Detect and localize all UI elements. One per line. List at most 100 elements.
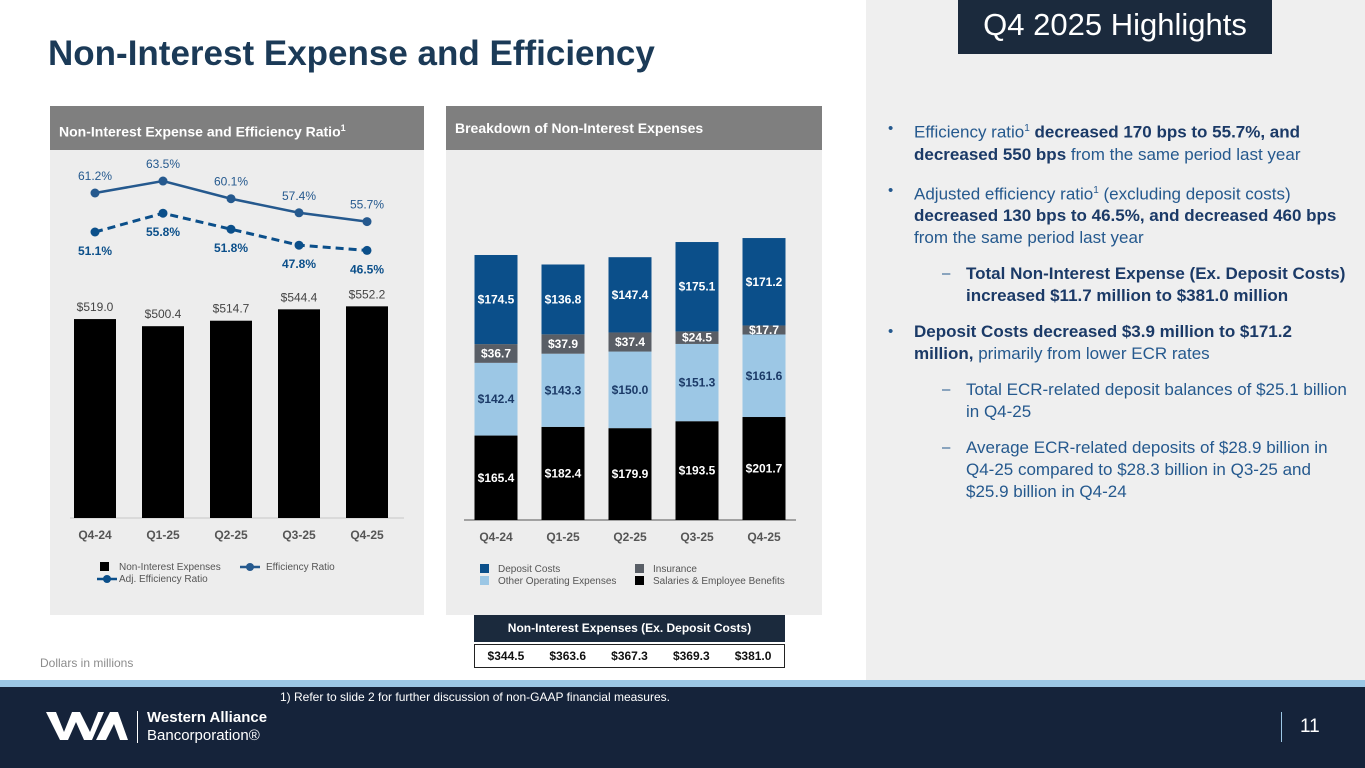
footer-bar	[0, 687, 1365, 768]
x-tick-label: Q1-25	[146, 528, 180, 542]
legend-swatch	[480, 564, 489, 573]
ex-deposit-value: $381.0	[734, 649, 772, 663]
footer-stripe	[0, 680, 1365, 687]
segment-value-label: $161.6	[746, 369, 783, 383]
legend-swatch	[635, 564, 644, 573]
highlights-title: Q4 2025 Highlights	[958, 0, 1272, 54]
ex-deposit-value: $367.3	[611, 649, 648, 663]
expense-breakdown-chart: $165.4 $142.4 $36.7 $174.5 Q4-24 $182.4 $143.3…	[464, 238, 796, 587]
sub-bullet-item: – Total Non-Interest Expense (Ex. Deposi…	[888, 263, 1350, 307]
legend-label: Insurance	[653, 564, 697, 575]
bullet-text: primarily from lower ECR rates	[973, 344, 1210, 364]
efficiency-ratio-label: 63.5%	[146, 157, 180, 171]
legend-swatch-expenses	[100, 562, 109, 571]
stacked-bar-segment	[742, 238, 786, 326]
expense-bar	[74, 319, 116, 518]
left-panel-heading-sup: 1	[340, 123, 346, 133]
legend-swatch	[480, 576, 489, 585]
efficiency-ratio-point	[362, 217, 372, 227]
expense-bar	[278, 309, 320, 518]
stacked-bar-segment	[608, 332, 652, 352]
ex-deposit-value: $344.5	[487, 649, 525, 663]
bar-value-label: $544.4	[281, 290, 318, 304]
segment-value-label: $143.3	[545, 383, 582, 397]
efficiency-ratio-label: 61.2%	[78, 169, 112, 183]
units-note: Dollars in millions	[40, 656, 134, 670]
ex-deposit-heading: Non-Interest Expenses (Ex. Deposit Costs…	[474, 615, 785, 642]
segment-value-label: $36.7	[481, 346, 511, 360]
stacked-bar-segment	[541, 426, 585, 520]
bullet-bold: decreased 130 bps to 46.5%, and decrease…	[914, 206, 1337, 226]
efficiency-ratio-label: 55.7%	[350, 198, 384, 212]
bar-value-label: $500.4	[145, 307, 182, 321]
stacked-bar-segment	[742, 325, 786, 335]
efficiency-ratio-point	[90, 188, 100, 198]
adj-efficiency-ratio-point	[226, 224, 236, 234]
bullet-text: Total ECR-related deposit balances of $2…	[966, 380, 1347, 422]
sub-bullet-item: – Average ECR-related deposits of $28.9 …	[888, 437, 1350, 503]
stacked-bar-segment	[608, 351, 652, 429]
stacked-bar-segment	[675, 421, 719, 520]
stacked-bar-segment	[742, 334, 786, 418]
stacked-bar-segment	[675, 343, 719, 422]
page-title: Non-Interest Expense and Efficiency	[48, 34, 655, 73]
stacked-bar-segment	[675, 331, 719, 344]
segment-value-label: $151.3	[679, 376, 716, 390]
stacked-bar-segment	[474, 344, 518, 363]
segment-value-label: $147.4	[612, 288, 649, 302]
bullet-text: from the same period last year	[914, 228, 1144, 248]
page-divider	[1281, 712, 1282, 742]
stacked-bar-segment	[675, 242, 719, 332]
x-tick-label: Q2-25	[613, 530, 647, 544]
adj-efficiency-ratio-label: 51.8%	[214, 241, 248, 255]
efficiency-ratio-label: 60.1%	[214, 175, 248, 189]
bullet-sup: 1	[1024, 123, 1030, 134]
sub-bullet-item: – Total ECR-related deposit balances of …	[888, 379, 1350, 423]
bullet-marker: •	[888, 323, 894, 341]
segment-value-label: $171.2	[746, 275, 783, 289]
bullet-text: from the same period last year	[1066, 144, 1301, 164]
efficiency-ratio-point	[158, 176, 168, 186]
legend-label: Salaries & Employee Benefits	[653, 576, 785, 587]
stacked-bar-segment	[474, 435, 518, 520]
footnote: 1) Refer to slide 2 for further discussi…	[280, 690, 670, 704]
adj-efficiency-ratio-label: 47.8%	[282, 257, 316, 271]
bullet-text: Average ECR-related deposits of $28.9 bi…	[966, 438, 1328, 502]
ex-deposit-values: $344.5 $363.6 $367.3 $369.3 $381.0	[474, 644, 785, 668]
brand-subname: Bancorporation®	[147, 727, 260, 744]
legend-label: Efficiency Ratio	[266, 562, 335, 573]
dash-marker: –	[942, 265, 951, 283]
legend-swatch-efficiency-dot	[246, 563, 254, 571]
bullet-marker: •	[888, 120, 894, 137]
efficiency-ratio-point	[226, 194, 236, 204]
bullet-bold: decreased 170 bps to 55.7%, and decrease…	[914, 122, 1301, 164]
mid-panel-heading: Breakdown of Non-Interest Expenses	[446, 106, 822, 150]
expense-bar	[210, 320, 252, 518]
segment-value-label: $37.4	[615, 335, 645, 349]
legend-swatch-adj-efficiency-dot	[103, 575, 111, 583]
bullet-bold: Deposit Costs decreased $3.9 million to …	[914, 322, 1292, 364]
segment-value-label: $17.7	[749, 323, 779, 337]
ex-deposit-value: $369.3	[672, 649, 710, 663]
bullet-bold: Total Non-Interest Expense (Ex. Deposit …	[966, 264, 1346, 306]
bar-value-label: $519.0	[77, 300, 114, 314]
segment-value-label: $179.9	[612, 467, 649, 481]
legend-label: Non-Interest Expenses	[119, 562, 221, 573]
legend-label: Adj. Efficiency Ratio	[119, 574, 208, 585]
x-tick-label: Q2-25	[214, 528, 248, 542]
stacked-bar-segment	[541, 264, 585, 335]
page-number: 11	[1300, 716, 1320, 737]
efficiency-ratio-point	[294, 208, 304, 218]
stacked-bar-segment	[608, 257, 652, 333]
dash-marker: –	[942, 439, 951, 457]
bar-value-label: $514.7	[213, 302, 250, 316]
segment-value-label: $193.5	[679, 464, 716, 478]
stacked-bar-segment	[742, 417, 786, 520]
segment-value-label: $201.7	[746, 462, 783, 476]
segment-value-label: $142.4	[478, 392, 515, 406]
x-tick-label: Q4-25	[350, 528, 384, 542]
highlights-bullets: • Efficiency ratio1 decreased 170 bps to…	[888, 118, 1350, 517]
left-chart-panel: Non-Interest Expense and Efficiency Rati…	[50, 106, 424, 615]
x-tick-label: Q3-25	[282, 528, 316, 542]
legend-label: Other Operating Expenses	[498, 576, 616, 587]
